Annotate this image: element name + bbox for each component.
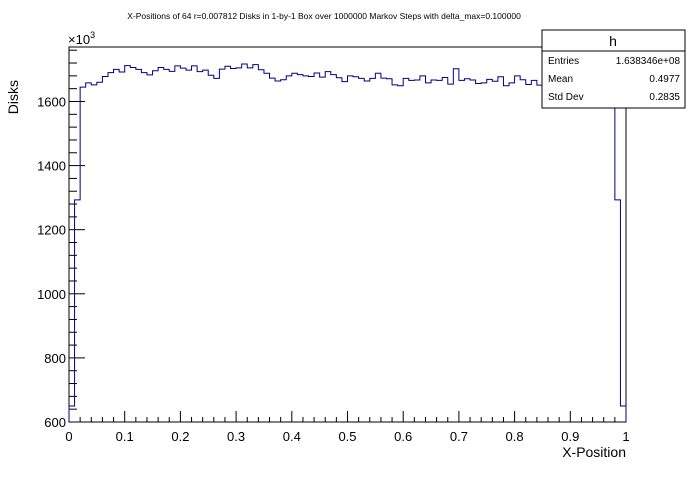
x-tick-label: 0.9 [561,429,579,444]
chart-title: X-Positions of 64 r=0.007812 Disks in 1-… [127,11,521,21]
stats-stddev-value: 0.2835 [649,92,680,103]
y-tick-label: 1400 [37,159,66,174]
y-tick-label: 1000 [37,287,66,302]
stats-stddev-label: Std Dev [548,92,584,103]
x-axis: 0 0.1 0.2 0.3 0.4 0.5 0.6 0.7 0.8 0.9 1 [65,411,630,444]
histogram-series [68,63,627,422]
x-tick-label: 0.5 [338,429,356,444]
y-tick-label: 800 [44,351,66,366]
stats-box-frame [541,29,686,109]
stats-mean-value: 0.4977 [649,74,680,85]
y-axis-label: Disks [5,80,21,114]
histogram-line [68,63,627,422]
x-tick-label: 1 [622,429,629,444]
stats-entries-value: 1.638346e+08 [616,56,681,67]
y-tick-label: 600 [44,415,66,430]
x-tick-label: 0.1 [116,429,134,444]
stats-entries-label: Entries [548,56,579,67]
x-axis-label: X-Position [562,444,626,460]
y-tick-label: 1200 [37,223,66,238]
x-tick-label: 0.2 [171,429,189,444]
y-tick-label: 1600 [37,94,66,109]
stats-box-title: h [609,33,617,49]
y-axis: 600 800 1000 1200 1400 1600 [37,49,85,430]
x-tick-label: 0.8 [506,429,524,444]
x-tick-label: 0.3 [227,429,245,444]
stats-mean-label: Mean [548,74,573,85]
stats-box: h Entries 1.638346e+08 Mean 0.4977 Std D… [541,29,686,109]
x-tick-label: 0 [65,429,72,444]
x-tick-label: 0.6 [394,429,412,444]
x-tick-label: 0.4 [283,429,301,444]
x-tick-label: 0.7 [450,429,468,444]
y-axis-multiplier: ×103 [68,30,95,47]
